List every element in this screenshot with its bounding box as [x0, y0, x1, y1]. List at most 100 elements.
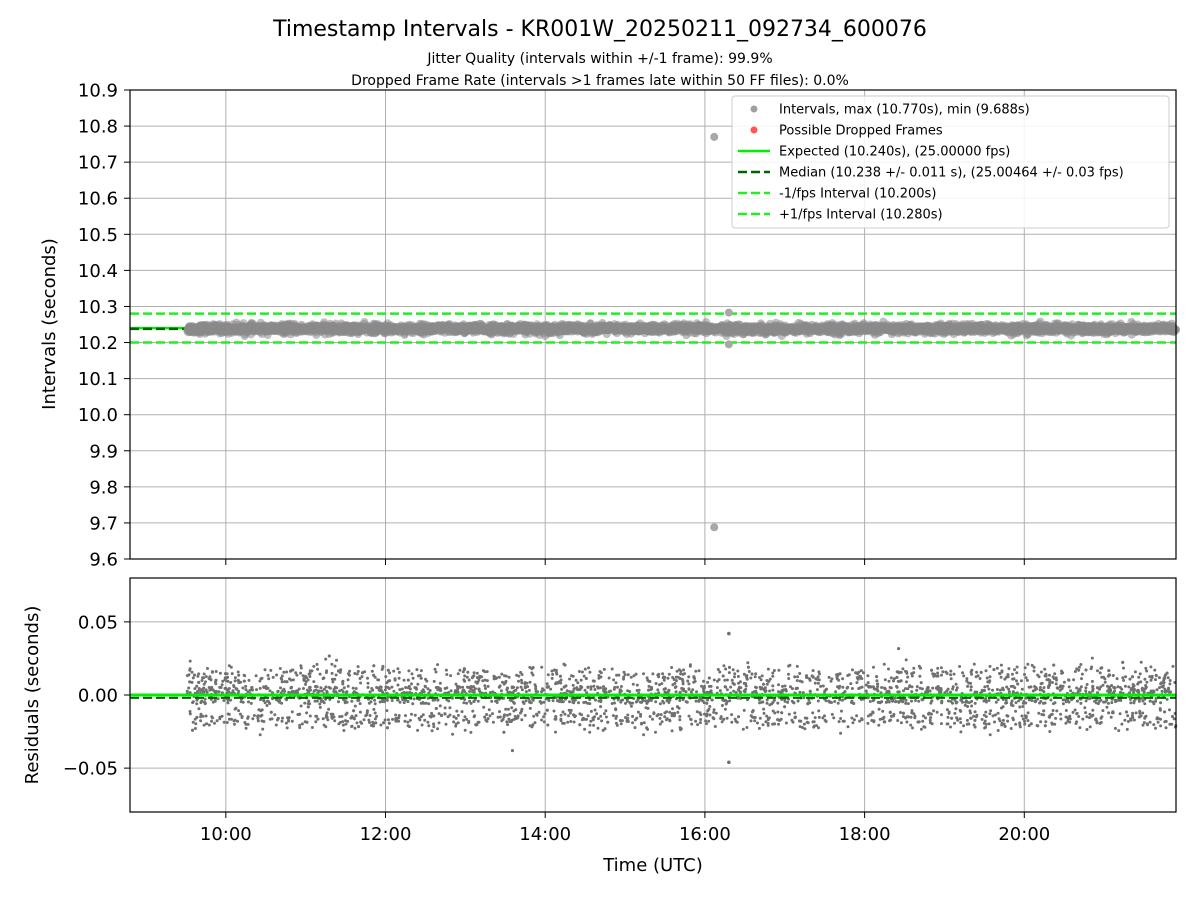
- residuals-point: [554, 730, 557, 734]
- residuals-point: [466, 685, 469, 689]
- residuals-point: [304, 682, 307, 686]
- residuals-point: [887, 679, 891, 683]
- legend-label-dropped: Possible Dropped Frames: [779, 124, 943, 139]
- intervals-y-tick-label: 10.6: [78, 189, 118, 210]
- residuals-point: [988, 733, 992, 737]
- residuals-point: [836, 701, 840, 705]
- residuals-point: [715, 686, 719, 690]
- residuals-point: [342, 729, 346, 732]
- legend-label-intervals: Intervals, max (10.770s), min (9.688s): [779, 103, 1030, 118]
- residuals-point: [777, 722, 780, 726]
- chart-title: Timestamp Intervals - KR001W_20250211_09…: [272, 17, 927, 42]
- residuals-point: [461, 685, 465, 689]
- residuals-point: [969, 688, 973, 692]
- legend-marker-intervals: [750, 105, 758, 113]
- residuals-point: [761, 723, 765, 727]
- residuals-point: [741, 727, 745, 731]
- residuals-point: [383, 688, 387, 692]
- residuals-point: [315, 662, 319, 666]
- residuals-point: [1051, 709, 1055, 712]
- residuals-point: [832, 716, 836, 720]
- residuals-point: [612, 687, 616, 691]
- residuals-point: [699, 718, 703, 721]
- residuals-point: [983, 685, 987, 689]
- residuals-point: [1141, 711, 1145, 715]
- residuals-point: [765, 682, 769, 686]
- residuals-point: [678, 715, 682, 718]
- intervals-panel: 9.69.79.89.910.010.110.210.310.410.510.6…: [39, 81, 1181, 571]
- residuals-point: [904, 701, 908, 705]
- chart-subtitle-dropped: Dropped Frame Rate (intervals >1 frames …: [351, 73, 849, 89]
- residuals-point: [839, 731, 843, 735]
- residuals-point: [771, 671, 775, 675]
- intervals-y-tick-label: 9.9: [89, 441, 118, 462]
- residuals-point: [687, 682, 691, 686]
- residuals-point: [589, 709, 593, 713]
- residuals-point: [980, 717, 984, 721]
- legend-marker-dropped: [750, 126, 758, 134]
- residuals-point: [759, 678, 763, 682]
- residuals-point: [491, 720, 495, 724]
- residuals-point: [695, 690, 698, 694]
- residuals-point: [1055, 709, 1059, 713]
- residuals-point: [906, 702, 910, 706]
- residuals-point: [504, 674, 508, 678]
- residuals-point: [708, 705, 712, 708]
- residuals-point: [909, 715, 913, 719]
- residuals-point: [793, 675, 797, 679]
- residuals-point: [929, 716, 933, 720]
- residuals-point: [706, 680, 710, 684]
- residuals-point: [1010, 699, 1014, 703]
- residuals-point: [252, 714, 256, 717]
- residuals-point: [355, 721, 359, 725]
- residuals-point: [214, 670, 218, 673]
- residuals-point: [1109, 715, 1113, 719]
- intervals-outlier-point: [724, 340, 733, 349]
- residuals-point: [390, 699, 394, 702]
- intervals-y-tick-label: 9.7: [89, 513, 118, 534]
- residuals-point: [433, 667, 437, 671]
- intervals-y-tick-label: 10.2: [78, 333, 118, 354]
- legend: Intervals, max (10.770s), min (9.688s) P…: [731, 95, 1170, 229]
- residuals-point: [1157, 676, 1161, 680]
- residuals-point: [587, 666, 591, 670]
- residuals-point: [1039, 670, 1043, 674]
- residuals-point: [850, 716, 854, 720]
- intervals-y-tick-label: 9.8: [89, 477, 118, 498]
- residuals-point: [1098, 671, 1102, 675]
- residuals-point: [901, 667, 905, 671]
- residuals-point: [221, 679, 225, 683]
- residuals-point: [596, 717, 600, 721]
- residuals-point: [994, 700, 998, 704]
- residuals-point: [362, 718, 366, 722]
- residuals-point: [1137, 681, 1141, 685]
- intervals-y-tick-label: 10.4: [78, 261, 118, 282]
- residuals-point: [1053, 672, 1057, 676]
- residuals-point: [483, 684, 487, 688]
- residuals-point: [987, 687, 991, 691]
- legend-label-median: Median (10.238 +/- 0.011 s), (25.00464 +…: [779, 166, 1124, 181]
- residuals-point: [725, 678, 729, 682]
- residuals-point: [333, 664, 337, 668]
- intervals-x-ticks: [225, 559, 1025, 565]
- residuals-point: [528, 706, 532, 710]
- legend-label-plus-fps: +1/fps Interval (10.280s): [779, 208, 943, 223]
- residuals-point: [452, 720, 456, 724]
- residuals-point: [996, 711, 1000, 715]
- residuals-point: [256, 719, 260, 723]
- intervals-outlier-point: [710, 523, 719, 532]
- intervals-y-tick-label: 10.3: [78, 297, 118, 318]
- residuals-point: [958, 665, 962, 668]
- residuals-point: [882, 662, 886, 666]
- intervals-outlier-point: [710, 132, 719, 141]
- residuals-point: [1036, 724, 1040, 728]
- residuals-point: [356, 669, 360, 673]
- residuals-point: [1026, 711, 1030, 715]
- residuals-point: [315, 714, 319, 718]
- residuals-point: [1171, 664, 1175, 668]
- residuals-point: [392, 669, 396, 673]
- residuals-point: [1050, 681, 1054, 684]
- intervals-outlier-point: [724, 308, 733, 317]
- residuals-point: [816, 699, 820, 703]
